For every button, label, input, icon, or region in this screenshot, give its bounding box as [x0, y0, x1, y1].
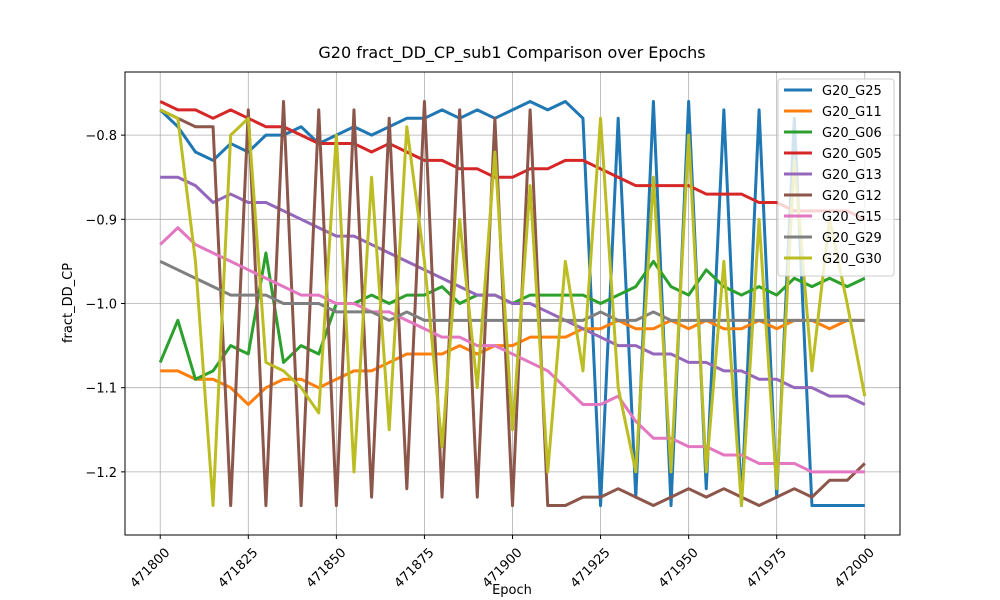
y-tick-label: −1.0	[85, 298, 117, 313]
series-line	[159, 260, 865, 322]
legend-label: G20_G30	[822, 252, 882, 267]
plot-frame	[124, 71, 901, 536]
legend-label: G20_G15	[822, 210, 882, 225]
series-line	[159, 226, 865, 474]
legend-label: G20_G13	[822, 168, 882, 183]
series-line	[160, 318, 865, 407]
chart-title: G20 fract_DD_CP_sub1 Comparison over Epo…	[318, 43, 705, 63]
y-axis-label: fract_DD_CP	[61, 263, 76, 343]
legend-label: G20_G25	[822, 84, 882, 99]
y-tick-label: −1.1	[85, 382, 117, 397]
legend-label: G20_G29	[822, 231, 882, 246]
y-tick-label: −0.8	[85, 129, 117, 144]
series-line	[159, 108, 867, 508]
y-tick-label: −1.2	[85, 466, 117, 481]
series-line	[159, 99, 866, 508]
series-line	[159, 100, 866, 221]
y-tick-label: −0.9	[85, 213, 117, 228]
legend-label: G20_G05	[822, 147, 882, 162]
legend-label: G20_G06	[822, 126, 882, 141]
legend-box	[777, 78, 895, 277]
legend-label: G20_G12	[822, 189, 882, 204]
legend-label: G20_G11	[822, 105, 882, 120]
x-axis-label: Epoch	[492, 583, 532, 598]
